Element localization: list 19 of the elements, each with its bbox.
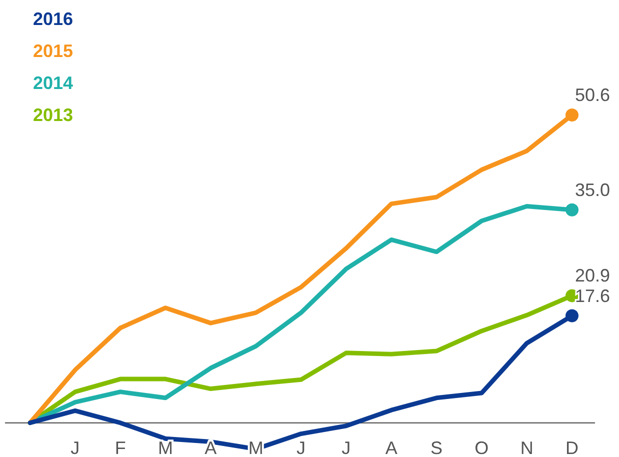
data-label: 50.6: [575, 85, 610, 105]
x-tick-label: J: [70, 438, 80, 457]
text: 2016: [33, 9, 74, 29]
x-tick-label: S: [430, 438, 443, 457]
data-label: 35.0: [575, 180, 610, 200]
text: 2015: [33, 41, 74, 61]
x-tick-label: M: [158, 438, 173, 457]
x-tick-label: M: [248, 438, 264, 457]
text: 2013: [33, 105, 74, 125]
x-tick-label: O: [474, 438, 489, 457]
x-tick-label: J: [342, 438, 351, 457]
x-tick-label: N: [520, 438, 534, 457]
x-tick-label: F: [114, 438, 126, 457]
x-tick-label: A: [204, 438, 217, 457]
data-label: 20.9: [575, 266, 610, 286]
x-tick-label: J: [296, 438, 306, 457]
x-tick-label: A: [385, 438, 398, 457]
x-tick-label: D: [566, 438, 578, 457]
text: 2014: [33, 73, 74, 93]
